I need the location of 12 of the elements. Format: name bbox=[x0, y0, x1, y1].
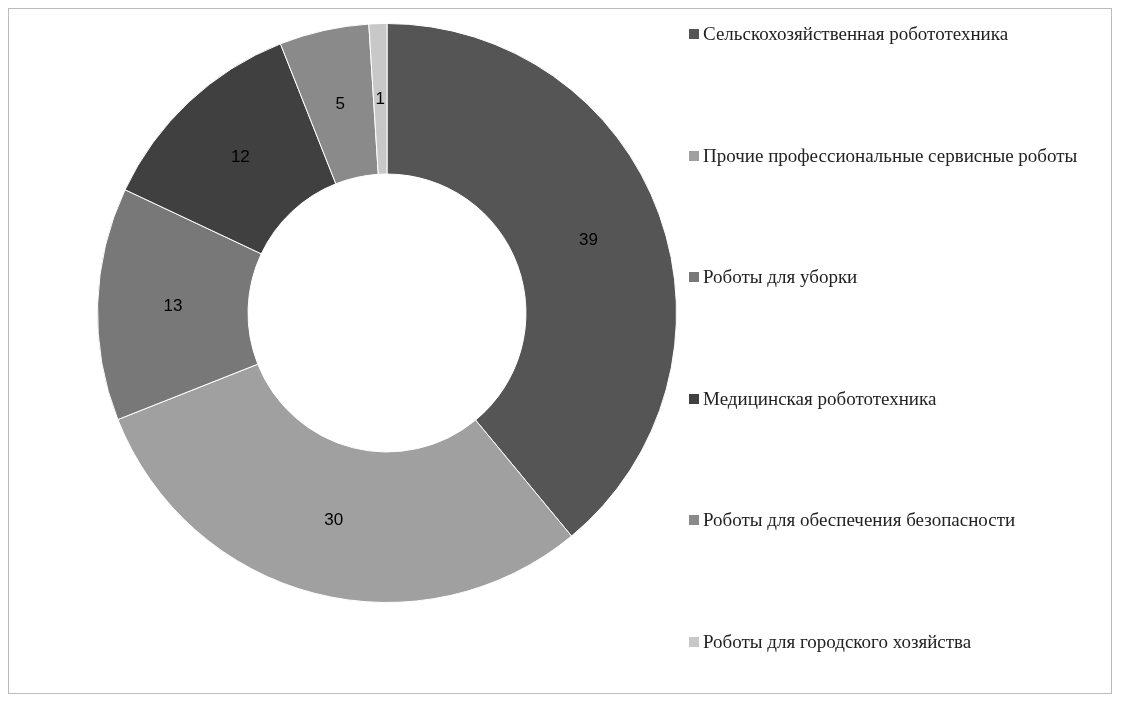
data-label: 1 bbox=[375, 88, 386, 108]
data-label: 30 bbox=[324, 510, 344, 530]
data-label: 12 bbox=[230, 146, 250, 166]
data-label: 13 bbox=[163, 295, 183, 315]
legend-label: Роботы для уборки bbox=[703, 266, 858, 289]
data-label: 39 bbox=[579, 230, 599, 250]
legend-label: Сельскохозяйственная робототехника bbox=[703, 23, 1009, 45]
data-label: 5 bbox=[335, 93, 345, 113]
legend-label: Медицинская робототехника bbox=[703, 387, 937, 410]
legend-label: Роботы для обеспечения безопасности bbox=[703, 509, 1016, 532]
legend-label: Роботы для городского хозяйства bbox=[703, 630, 972, 653]
legend-label: Прочие профессиональные сервисные роботы bbox=[703, 144, 1078, 167]
